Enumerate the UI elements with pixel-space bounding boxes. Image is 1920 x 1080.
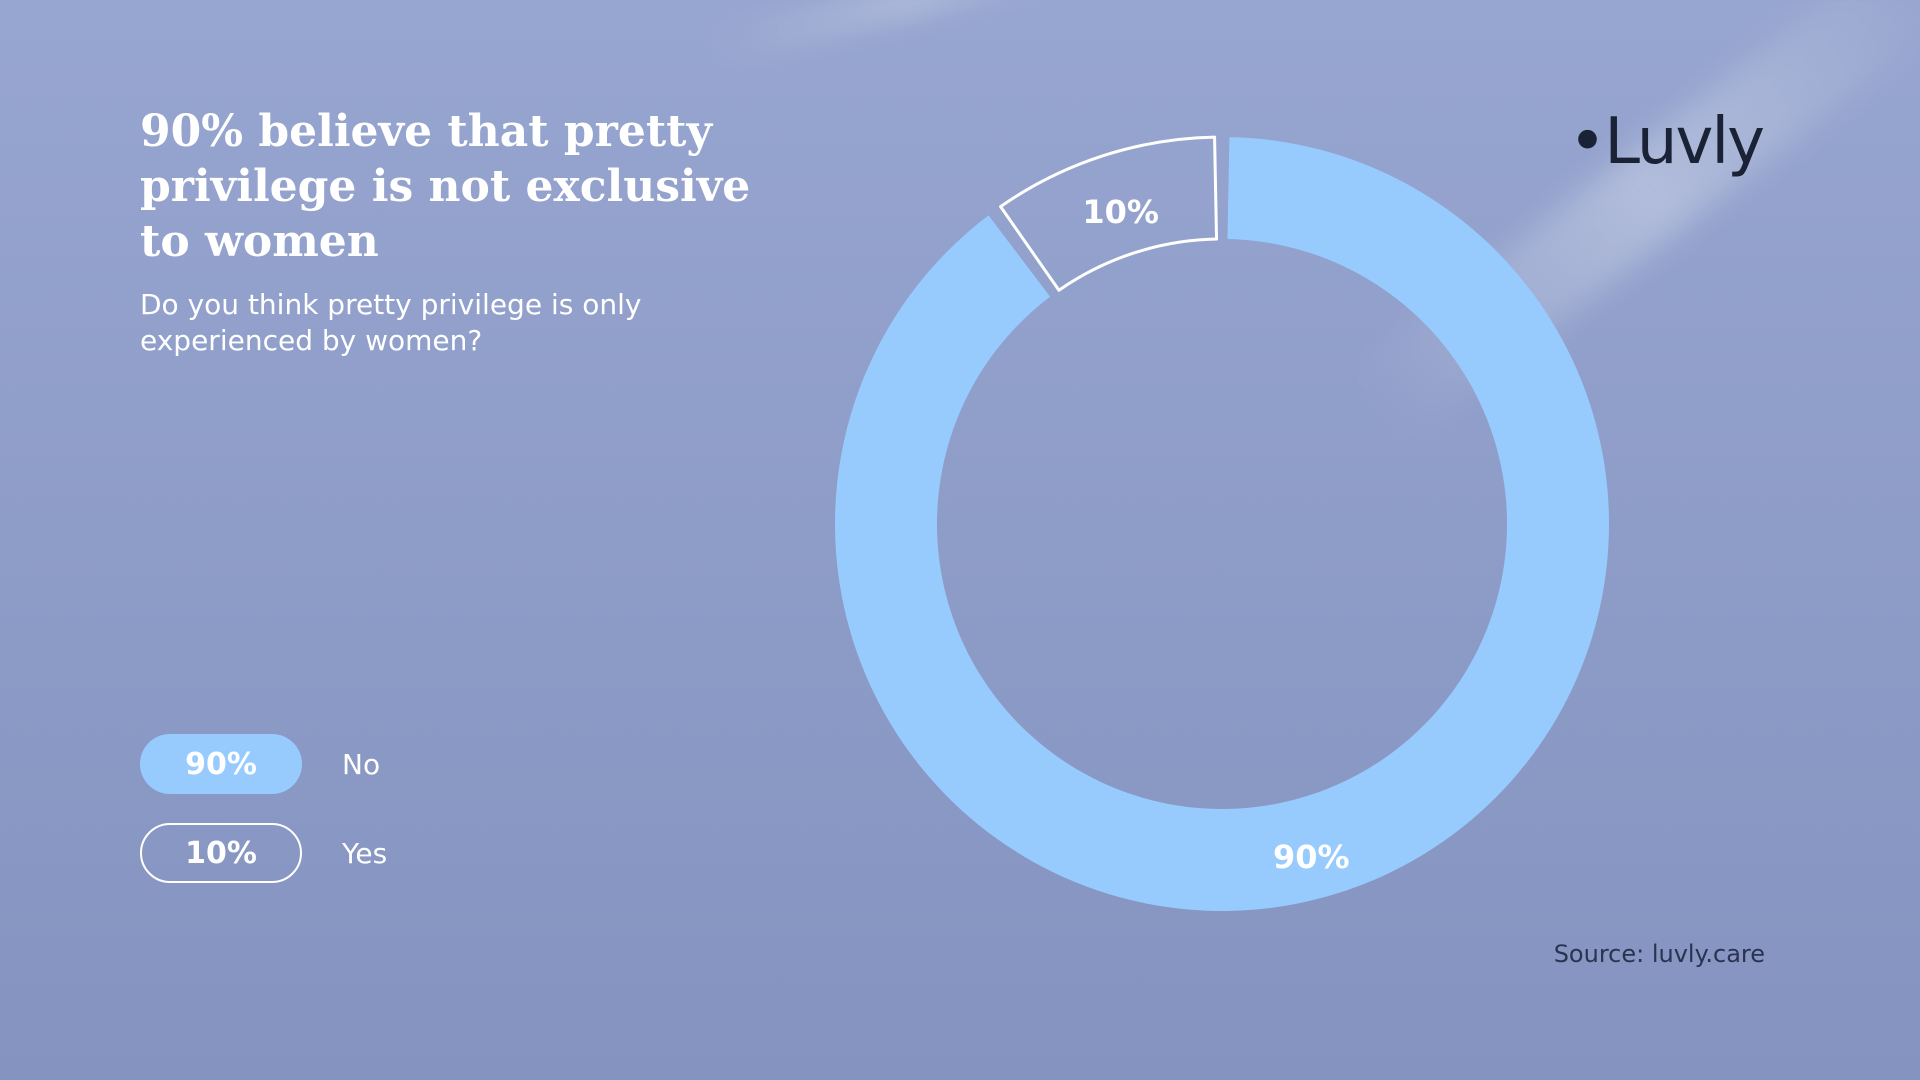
donut-slice-no bbox=[835, 137, 1610, 912]
chart-title: 90% believe that pretty privilege is not… bbox=[140, 106, 751, 267]
legend-label: Yes bbox=[342, 836, 388, 870]
legend-item-no: 90% No bbox=[140, 734, 380, 794]
legend-value-pill: 10% bbox=[140, 823, 302, 883]
legend-label: No bbox=[342, 747, 381, 781]
luvly-logo: •Luvly bbox=[1568, 105, 1765, 179]
source-note: Source: luvly.care bbox=[1553, 940, 1765, 968]
legend-value-pill: 90% bbox=[140, 734, 302, 794]
donut-label-no: 90% bbox=[1273, 838, 1350, 876]
donut-label-yes: 10% bbox=[1082, 193, 1159, 231]
donut-slice-yes bbox=[999, 135, 1219, 292]
legend-item-yes: 10% Yes bbox=[140, 823, 387, 883]
chart-subtitle: Do you think pretty privilege is only ex… bbox=[140, 288, 642, 357]
